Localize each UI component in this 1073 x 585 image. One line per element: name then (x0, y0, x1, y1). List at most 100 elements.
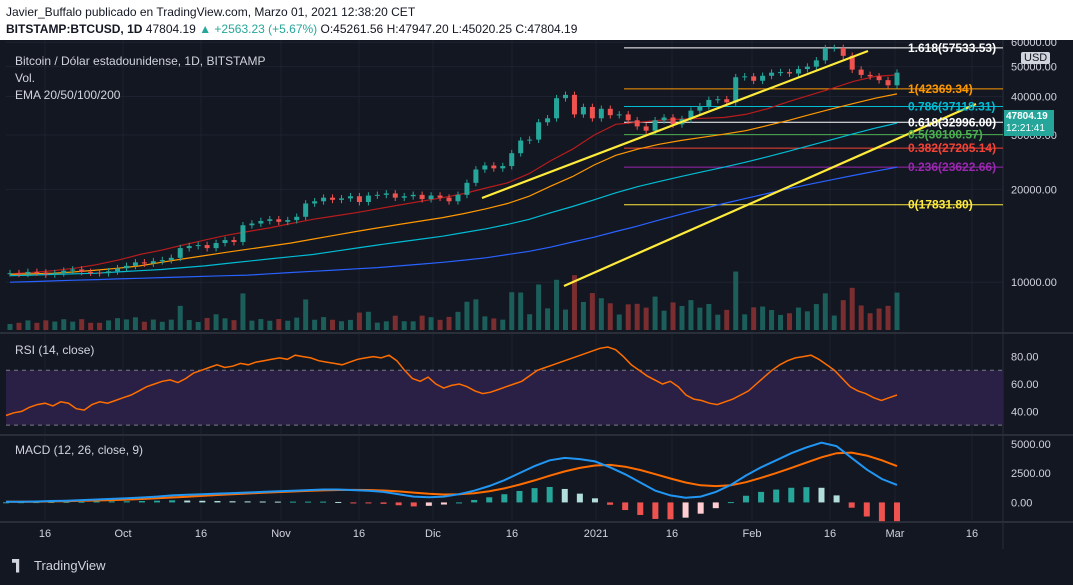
macd-histogram-bar (93, 501, 100, 503)
fib-label-7: 0(17831.80) (908, 198, 973, 212)
candle-body (616, 114, 622, 116)
candle-body (7, 273, 13, 275)
macd-histogram-bar (395, 502, 402, 506)
macd-histogram-bar (440, 502, 447, 505)
channel-lower-line (563, 102, 977, 288)
candle-body (831, 47, 837, 49)
volume-label: Vol. (15, 71, 36, 85)
macd-histogram-bar (199, 500, 206, 503)
volume-bar (894, 292, 900, 330)
macd-histogram-bar (123, 501, 130, 503)
rsi-axis-label: 40.00 (1011, 406, 1039, 418)
macd-histogram-bar (878, 502, 885, 522)
volume-bar (446, 316, 452, 330)
candle-body (589, 106, 595, 119)
fib-label-5: 0.382(27205.14) (908, 141, 996, 155)
candle-body (706, 99, 712, 107)
time-axis-label: 16 (666, 528, 678, 540)
macd-histogram-bar (742, 495, 749, 503)
volume-bar (186, 320, 192, 330)
current-price: 47804.19 (145, 22, 196, 36)
volume-bar (294, 317, 300, 330)
time-axis-label: 2021 (584, 528, 608, 540)
fibonacci-labels: 1.618(57533.53) 1(42369.34) 0.786(37118.31… (908, 41, 996, 212)
candle-body (518, 140, 524, 154)
macd-histogram-bar (727, 502, 734, 504)
volume-bar (760, 306, 766, 330)
candle-body (446, 197, 452, 202)
symbol-name: BITSTAMP:BTCUSD, 1D (6, 22, 143, 36)
volume-bar (249, 320, 255, 330)
currency-badge[interactable]: USD (1021, 52, 1051, 64)
volume-bar (410, 321, 416, 330)
candle-body (697, 106, 703, 111)
volume-bar (88, 322, 94, 330)
brand-name: TradingView (34, 558, 106, 573)
macd-histogram-bar (350, 502, 357, 504)
time-axis-label: Mar (886, 528, 905, 540)
candle-body (321, 197, 327, 202)
volume-bar (733, 271, 739, 330)
macd-histogram-bar (863, 502, 870, 517)
volume-bar (168, 319, 174, 330)
candle-body (473, 169, 479, 183)
ema-label: EMA 20/50/100/200 (15, 88, 121, 102)
macd-histogram-bar (561, 488, 568, 503)
macd-histogram-bar (894, 502, 900, 522)
candle-body (652, 120, 658, 131)
chart-title: Bitcoin / Dólar estadounidense, 1D, BITS… (15, 54, 266, 68)
candle-body (204, 245, 210, 249)
volume-bar (518, 292, 524, 330)
candle-body (374, 194, 380, 196)
volume-bar (831, 315, 837, 330)
macd-histogram-bar (788, 487, 795, 503)
candle-body (661, 117, 667, 121)
candle-body (303, 203, 309, 217)
volume-bar (706, 304, 712, 330)
volume-bar (554, 279, 560, 330)
candle-body (339, 198, 345, 200)
tradingview-icon (12, 558, 20, 573)
candle-body (330, 197, 336, 200)
candle-body (410, 194, 416, 197)
candle-body (312, 201, 318, 204)
volume-bar (527, 314, 533, 330)
candle-body (97, 272, 103, 274)
candle-body (840, 47, 846, 56)
volume-bar (437, 319, 443, 330)
volume-bar (123, 319, 129, 330)
macd-axis-label: 5000.00 (1011, 439, 1051, 451)
candle-body (464, 182, 470, 195)
rsi-line (5, 346, 898, 417)
volume-bar (849, 287, 855, 330)
chart-canvas[interactable]: 60000.0050000.0040000.0030000.0020000.00… (0, 40, 1073, 549)
price-axis-label: 40000.00 (1011, 92, 1057, 104)
candle-body (213, 243, 219, 249)
candle-body (715, 99, 721, 101)
volume-bar (724, 309, 730, 330)
candle-body (70, 269, 76, 271)
time-axis-label: Feb (743, 528, 762, 540)
ema-100-line (9, 122, 898, 277)
macd-histogram-bar (531, 488, 538, 503)
tradingview-logo[interactable]: TradingView (12, 558, 106, 573)
macd-histogram-bar (425, 502, 432, 506)
macd-histogram-bar (622, 502, 629, 511)
candle-body (598, 108, 604, 119)
volume-bar (643, 307, 649, 330)
macd-histogram-bar (833, 495, 840, 503)
volume-bar (491, 318, 497, 330)
volume-bar (150, 319, 156, 330)
volume-bar (813, 304, 819, 330)
fib-label-4: 0.5(30100.57) (908, 128, 983, 142)
volume-bar (7, 324, 13, 330)
candle-body (383, 193, 389, 195)
macd-histogram-bar (712, 502, 719, 509)
volume-bar (79, 319, 85, 330)
macd-axis-label: 0.00 (1011, 497, 1032, 509)
candle-body (455, 194, 461, 202)
macd-histogram-bar (214, 501, 221, 503)
volume-bar (589, 293, 595, 330)
macd-histogram-bar (637, 502, 644, 515)
price-axis-label: 60000.00 (1011, 40, 1057, 49)
